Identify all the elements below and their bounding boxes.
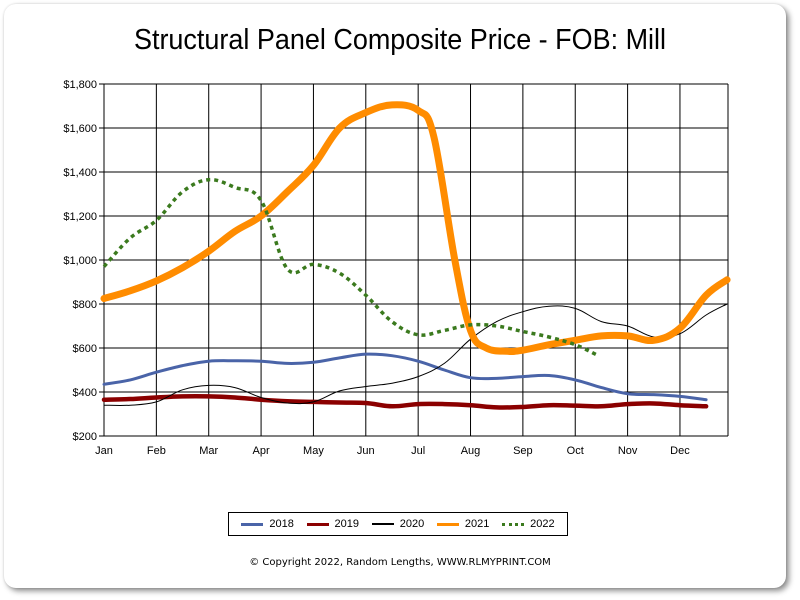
x-tick-label: Aug [461, 445, 481, 457]
y-tick-label: $800 [73, 299, 97, 311]
x-tick-label: Feb [147, 445, 166, 457]
legend: 2018 2019 2020 2021 2022 [228, 512, 568, 536]
y-tick-label: $1,600 [63, 123, 97, 135]
y-tick-label: $400 [73, 387, 97, 399]
x-tick-label: Apr [253, 445, 270, 457]
legend-label: 2022 [530, 518, 555, 530]
series-line-2018 [102, 352, 708, 402]
series-line-2022 [102, 177, 597, 357]
x-tick-label: May [303, 445, 324, 457]
y-tick-label: $1,400 [63, 167, 97, 179]
y-axis: $200 $400 $600 $800 $1,000 $1,200 $1,400 $1,600… [63, 79, 104, 443]
series-line-2020 [103, 303, 728, 406]
x-tick-label: Mar [199, 445, 218, 457]
x-tick-label: Jun [357, 445, 375, 457]
legend-label: 2021 [464, 518, 490, 530]
legend-item-2022: 2022 [502, 518, 555, 530]
legend-swatch-icon [371, 523, 394, 525]
legend-label: 2020 [399, 518, 425, 530]
x-tick-label: Dec [670, 445, 690, 457]
x-axis: Jan Feb Mar Apr May Jun Jul Aug Sep Oct Nov Dec [95, 445, 690, 457]
x-tick-label: Oct [567, 445, 584, 457]
legend-item-2020: 2020 [371, 518, 425, 530]
y-tick-label: $200 [73, 431, 97, 443]
legend-label: 2018 [269, 518, 294, 530]
legend-item-2021: 2021 [436, 518, 490, 530]
x-tick-label: Jul [411, 445, 425, 457]
legend-item-2018: 2018 [241, 518, 294, 530]
copyright-text: © Copyright 2022, Random Lengths, WWW.RL… [249, 557, 551, 568]
legend-swatch-icon [241, 522, 264, 526]
series-line-2021 [100, 101, 731, 355]
x-tick-label: Nov [618, 445, 638, 457]
legend-item-2019: 2019 [306, 518, 360, 530]
series-group [100, 101, 731, 410]
x-tick-label: Jan [95, 445, 113, 457]
y-tick-label: $1,200 [63, 211, 97, 223]
legend-swatch-icon [306, 522, 329, 526]
x-tick-label: Sep [513, 445, 533, 457]
chart-title: Structural Panel Composite Price - FOB: … [133, 24, 667, 56]
y-tick-label: $1,000 [63, 255, 97, 267]
legend-swatch-icon [502, 522, 525, 526]
y-tick-label: $1,800 [63, 79, 97, 91]
y-tick-label: $600 [73, 343, 97, 355]
series-line-2019 [101, 394, 709, 410]
legend-label: 2019 [334, 518, 360, 530]
legend-swatch-icon [436, 522, 459, 526]
